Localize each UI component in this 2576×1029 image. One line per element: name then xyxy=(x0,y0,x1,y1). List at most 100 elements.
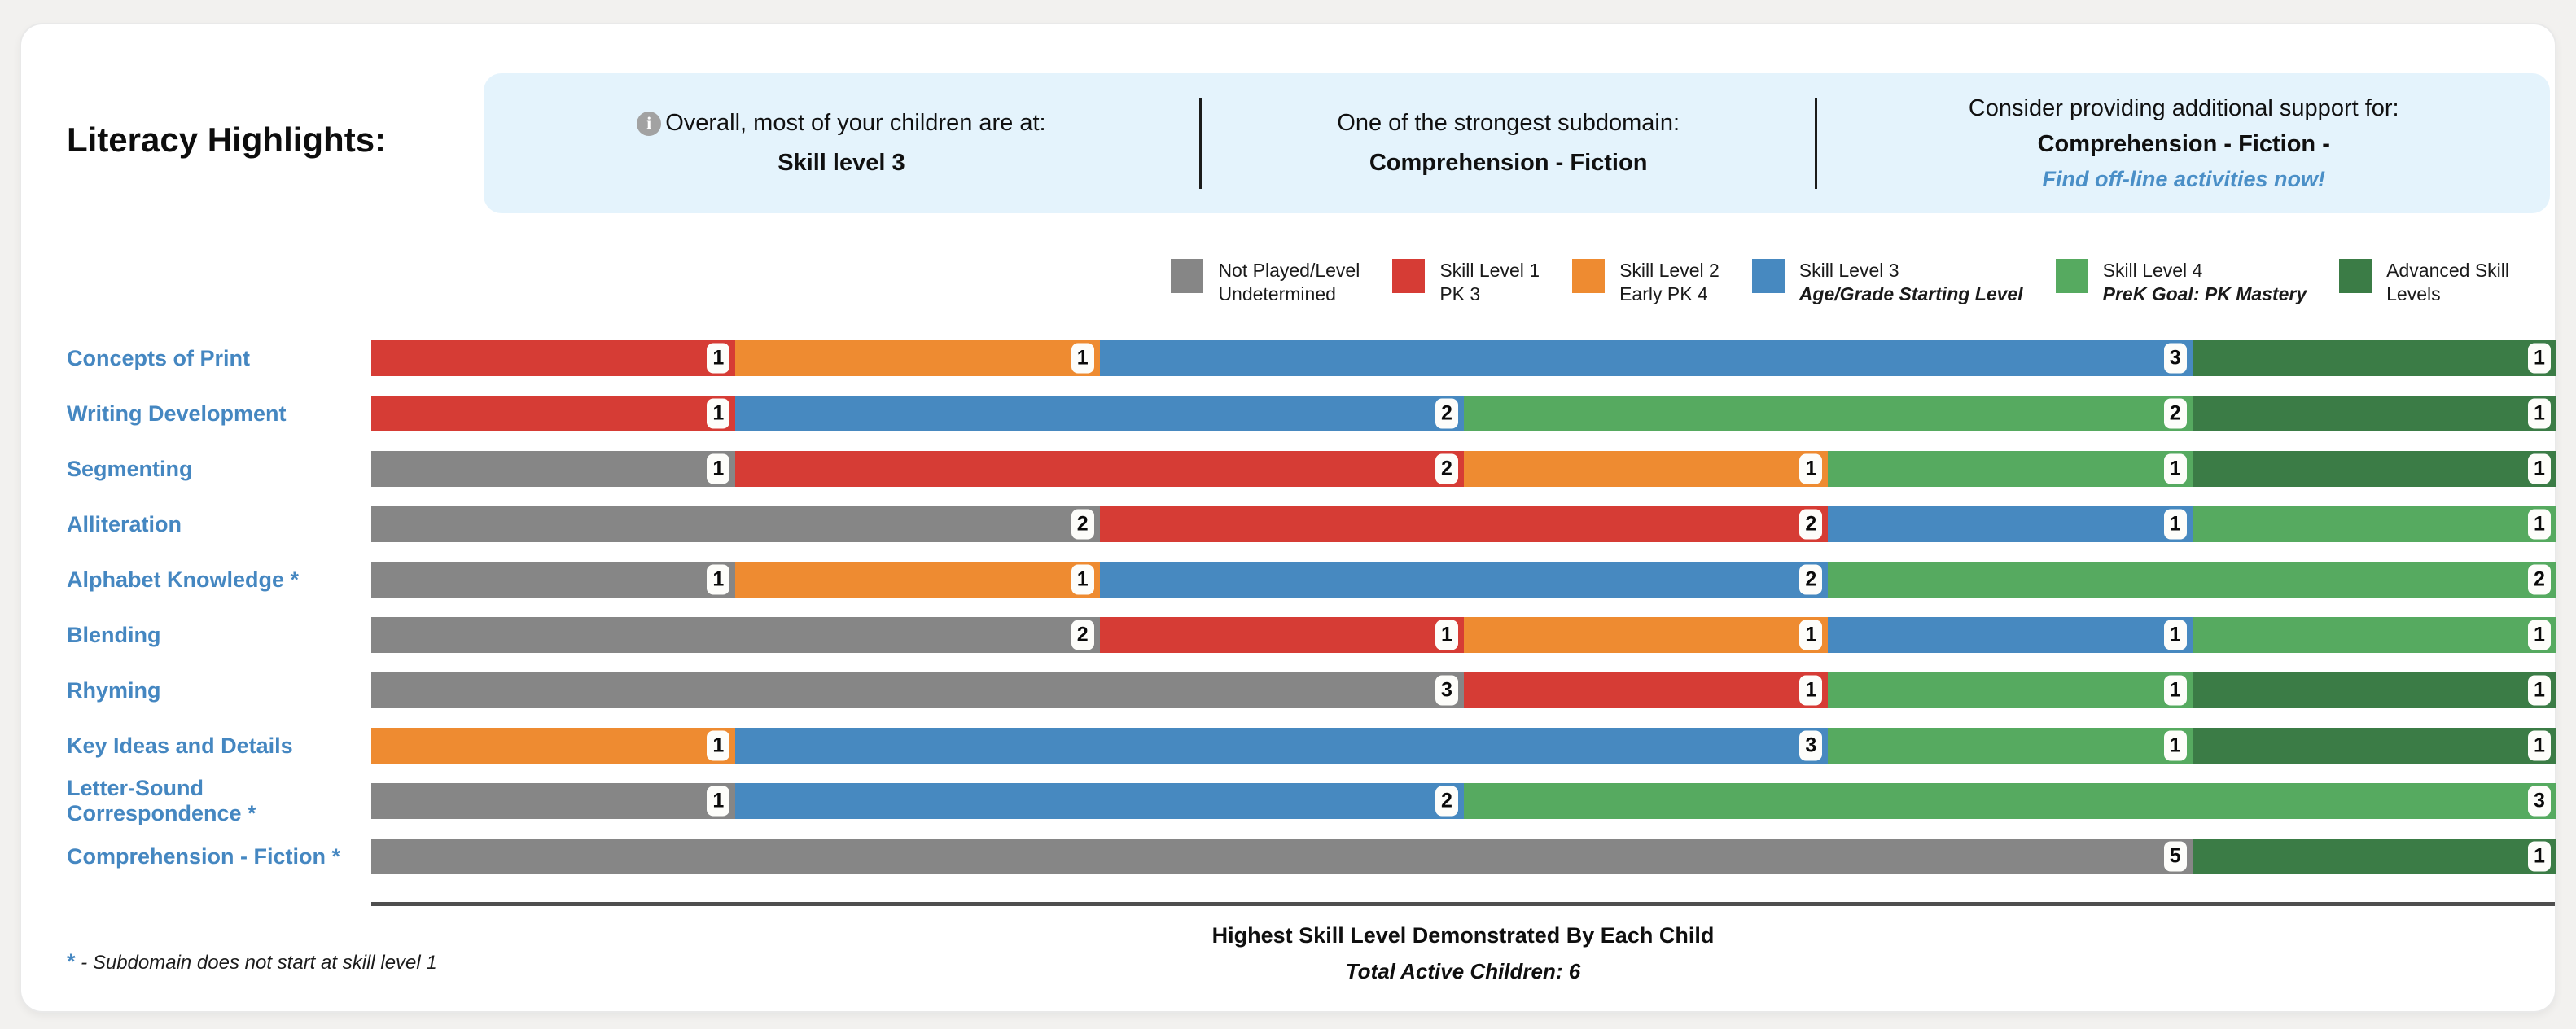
bar-segment-not_played: 1 xyxy=(371,451,736,487)
legend-label-line2: Age/Grade Starting Level xyxy=(1798,283,2023,304)
highlight-overall-label: i Overall, most of your children are at: xyxy=(637,110,1046,137)
bar-segment-level2: 1 xyxy=(1463,451,1829,487)
footnote-text: - Subdomain does not start at skill leve… xyxy=(75,952,437,974)
row-label: Alliteration xyxy=(67,511,182,536)
segment-count-chip: 1 xyxy=(2163,620,2187,650)
bar-segment-level4: 2 xyxy=(1828,562,2556,598)
segment-count-chip: 2 xyxy=(1435,398,1458,429)
legend-swatch-icon xyxy=(2339,259,2372,293)
legend-label-line1: Skill Level 4 xyxy=(2102,260,2203,281)
row-label: Segmenting xyxy=(67,456,193,481)
chart-subcaption: Total Active Children: 6 xyxy=(1345,959,1581,983)
legend-swatch-icon xyxy=(1751,259,1785,293)
legend-label-line1: Advanced Skill xyxy=(2386,260,2509,281)
chart-row: Blending 2 1 1 1 1 xyxy=(67,607,2556,663)
row-bar: 3 1 1 1 xyxy=(371,672,2556,708)
segment-count-chip: 2 xyxy=(2163,398,2187,429)
segment-count-chip: 5 xyxy=(2163,841,2187,872)
segment-count-chip: 2 xyxy=(1071,620,1094,650)
row-label: Blending xyxy=(67,622,161,647)
chart-row: Alliteration 2 2 1 1 xyxy=(67,497,2556,552)
segment-count-chip: 1 xyxy=(2527,398,2551,429)
bar-segment-level3: 2 xyxy=(735,783,1464,819)
bar-segment-level2: 1 xyxy=(735,340,1100,376)
segment-count-chip: 1 xyxy=(1799,453,1823,484)
legend-label: Not Played/Level Undetermined xyxy=(1218,259,1360,306)
bar-segment-level4: 1 xyxy=(1828,728,2193,764)
legend-label: Skill Level 4 PreK Goal: PK Mastery xyxy=(2103,259,2307,306)
legend-item: Skill Level 4 PreK Goal: PK Mastery xyxy=(2055,259,2307,306)
legend-item: Advanced Skill Levels xyxy=(2339,259,2509,306)
segment-count-chip: 1 xyxy=(707,564,730,595)
highlight-strongest-section: One of the strongest subdomain: Comprehe… xyxy=(1202,110,1816,177)
segment-count-chip: 1 xyxy=(2527,620,2551,650)
highlight-support-section: Consider providing additional support fo… xyxy=(1817,95,2550,192)
segment-count-chip: 1 xyxy=(1435,620,1458,650)
row-bar: 1 2 1 1 1 xyxy=(371,451,2556,487)
legend: Not Played/Level Undetermined Skill Level … xyxy=(1171,259,2509,306)
bar-segment-advanced: 1 xyxy=(2192,839,2556,874)
segment-count-chip: 1 xyxy=(2527,509,2551,540)
chart-row: Writing Development 1 2 2 1 xyxy=(67,386,2556,441)
offline-activities-link[interactable]: Find off-line activities now! xyxy=(2042,166,2325,191)
bar-segment-level3: 2 xyxy=(1099,562,1829,598)
legend-label-line1: Skill Level 1 xyxy=(1439,260,1540,281)
legend-item: Skill Level 1 PK 3 xyxy=(1392,259,1540,306)
legend-label-line1: Not Played/Level xyxy=(1218,260,1360,281)
segment-count-chip: 1 xyxy=(2527,730,2551,761)
bar-segment-level1: 1 xyxy=(371,396,736,431)
legend-label-line2: Undetermined xyxy=(1218,283,1336,304)
segment-count-chip: 3 xyxy=(2527,786,2551,817)
bar-segment-not_played: 5 xyxy=(371,839,2193,874)
legend-label: Skill Level 1 PK 3 xyxy=(1439,259,1540,306)
chart-row: Segmenting 1 2 1 1 1 xyxy=(67,441,2556,497)
bar-segment-level3: 3 xyxy=(735,728,1829,764)
segment-count-chip: 2 xyxy=(1799,564,1823,595)
highlights-summary-box: i Overall, most of your children are at:… xyxy=(484,73,2550,213)
highlight-overall-value: Skill level 3 xyxy=(778,150,905,176)
bar-segment-level3: 2 xyxy=(735,396,1464,431)
bar-segment-not_played: 1 xyxy=(371,783,736,819)
bar-segment-level4: 1 xyxy=(2192,617,2556,653)
bar-segment-level1: 1 xyxy=(371,340,736,376)
segment-count-chip: 3 xyxy=(2163,343,2187,374)
bar-segment-level3: 3 xyxy=(1099,340,2193,376)
row-bar: 1 1 3 1 xyxy=(371,340,2556,376)
bar-segment-not_played: 1 xyxy=(371,562,736,598)
bar-segment-level1: 2 xyxy=(735,451,1464,487)
segment-count-chip: 1 xyxy=(1071,564,1094,595)
row-label: Rhyming xyxy=(67,677,161,703)
chart-caption: Highest Skill Level Demonstrated By Each… xyxy=(1211,923,1715,948)
row-label: Comprehension - Fiction * xyxy=(67,843,341,869)
bar-segment-level2: 1 xyxy=(735,562,1100,598)
chart-rows: Concepts of Print 1 1 3 1 Writing Development… xyxy=(67,331,2556,884)
segment-count-chip: 1 xyxy=(707,453,730,484)
segment-count-chip: 2 xyxy=(1799,509,1823,540)
legend-label-line2: PK 3 xyxy=(1439,283,1481,304)
bar-segment-advanced: 1 xyxy=(2192,451,2556,487)
footnote-asterisk: * xyxy=(67,949,76,974)
segment-count-chip: 1 xyxy=(2163,675,2187,706)
info-icon[interactable]: i xyxy=(637,111,662,136)
row-bar: 1 2 2 1 xyxy=(371,396,2556,431)
chart-row: Key Ideas and Details 1 3 1 1 xyxy=(67,718,2556,773)
segment-count-chip: 1 xyxy=(2527,841,2551,872)
bar-segment-advanced: 1 xyxy=(2192,728,2556,764)
chart-row: Comprehension - Fiction * 5 1 xyxy=(67,829,2556,884)
segment-count-chip: 1 xyxy=(2527,453,2551,484)
bar-segment-level4: 3 xyxy=(1463,783,2556,819)
segment-count-chip: 1 xyxy=(2527,343,2551,374)
highlight-overall-section: i Overall, most of your children are at:… xyxy=(484,110,1199,177)
footnote: * - Subdomain does not start at skill le… xyxy=(67,949,437,974)
legend-label: Skill Level 2 Early PK 4 xyxy=(1619,259,1720,306)
segment-count-chip: 1 xyxy=(1799,675,1823,706)
legend-swatch-icon xyxy=(1392,259,1426,293)
segment-count-chip: 1 xyxy=(707,343,730,374)
bar-segment-not_played: 2 xyxy=(371,506,1100,542)
segment-count-chip: 1 xyxy=(2163,509,2187,540)
chart-row: Letter-Sound Correspondence * 1 2 3 xyxy=(67,773,2556,829)
segment-count-chip: 2 xyxy=(1435,453,1458,484)
x-axis-line xyxy=(371,902,2555,906)
legend-item: Skill Level 3 Age/Grade Starting Level xyxy=(1751,259,2023,306)
